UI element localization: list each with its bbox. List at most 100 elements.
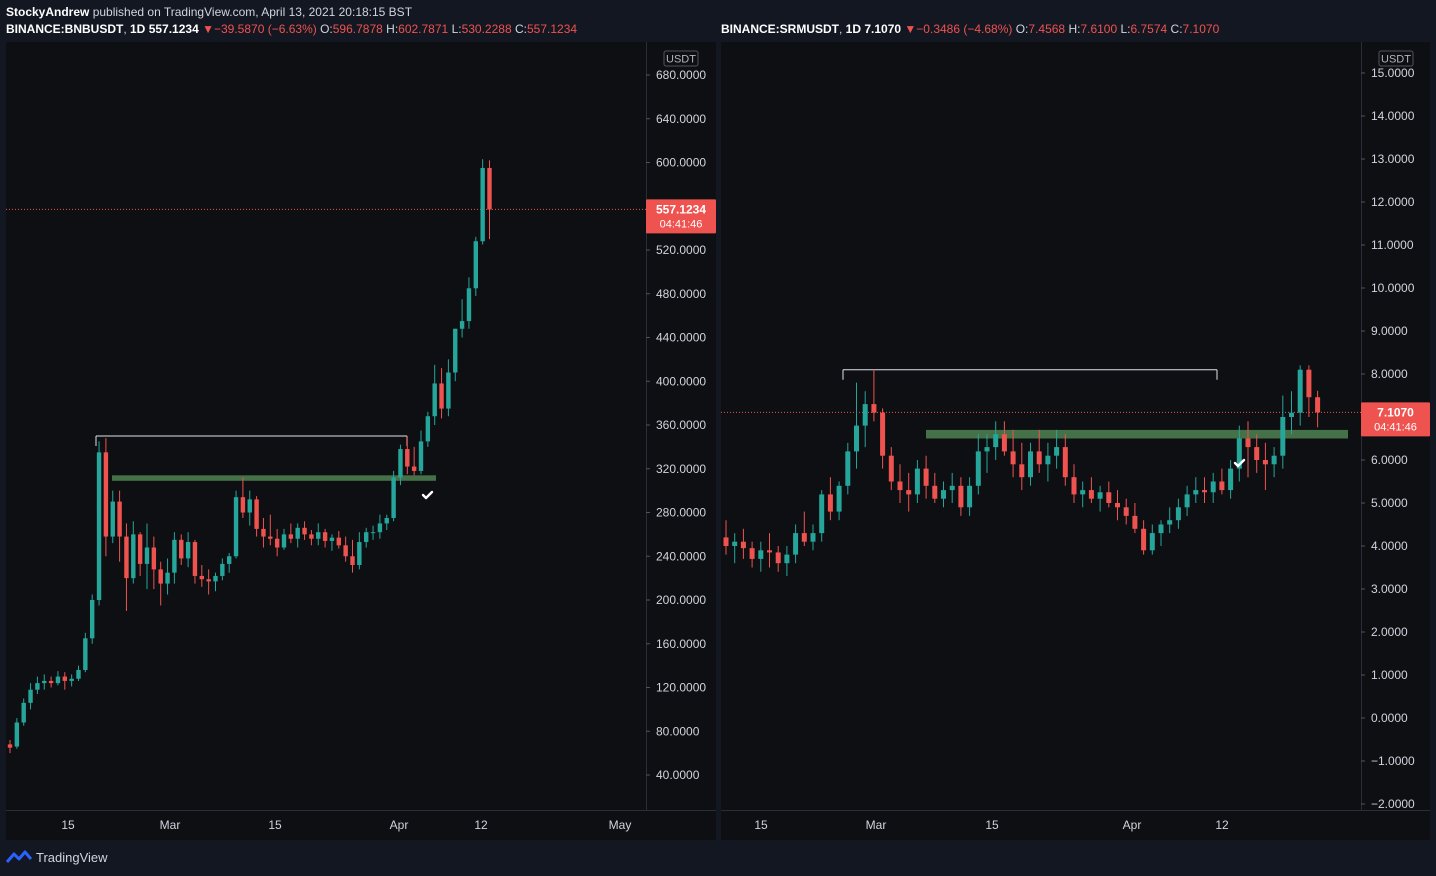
srm-candle-body bbox=[975, 451, 981, 486]
bnb-candle-body bbox=[370, 532, 376, 534]
srm-candle-body bbox=[1280, 417, 1286, 456]
srm-candle-body bbox=[1071, 477, 1077, 495]
srm-candle-body bbox=[871, 404, 877, 413]
bnb-x-tick-label: 15 bbox=[61, 818, 75, 832]
author-name[interactable]: StockyAndrew bbox=[6, 5, 90, 19]
left-symbol[interactable]: BINANCE:BNBUSDT bbox=[6, 22, 124, 36]
srm-x-tick-label: 15 bbox=[754, 818, 768, 832]
bnb-candle-body bbox=[302, 527, 307, 535]
srm-chart[interactable]: USDT −2.0000 −1.0000 0.0000 1.0000 2.0000 3.00… bbox=[721, 42, 1430, 840]
right-symbol[interactable]: BINANCE:SRMUSDT bbox=[721, 22, 839, 36]
bnb-candle-body bbox=[398, 449, 403, 478]
right-down-arrow-icon: ▼ bbox=[904, 22, 917, 36]
bnb-check-icon bbox=[421, 490, 434, 500]
left-low: 530.2288 bbox=[461, 22, 512, 36]
bnb-candle-body bbox=[35, 683, 40, 690]
srm-candle-body bbox=[1271, 455, 1277, 465]
left-high: 602.7871 bbox=[398, 22, 449, 36]
bnb-price-axis bbox=[646, 42, 716, 810]
srm-y-tick-label: 10.0000 bbox=[1371, 281, 1415, 295]
bnb-candle-body bbox=[466, 288, 472, 322]
bnb-x-tick-label: 15 bbox=[268, 818, 282, 832]
bnb-candle-body bbox=[268, 536, 273, 539]
right-high: 7.6100 bbox=[1080, 22, 1118, 36]
srm-candle-body bbox=[775, 552, 781, 564]
srm-candle-body bbox=[1088, 490, 1094, 499]
bnb-x-tick-label: Mar bbox=[160, 818, 181, 832]
srm-candle-body bbox=[914, 468, 920, 495]
bnb-candle-body bbox=[21, 702, 26, 723]
bnb-y-tick-label: 200.0000 bbox=[656, 593, 706, 607]
srm-y-tick-label: 2.0000 bbox=[1371, 625, 1408, 639]
srm-y-tick-label: 3.0000 bbox=[1371, 582, 1408, 596]
bnb-candle-body bbox=[473, 241, 478, 289]
srm-candle-body bbox=[740, 541, 746, 549]
bnb-candle-body bbox=[48, 680, 54, 684]
left-close: 557.1234 bbox=[526, 22, 578, 36]
left-open: 596.7878 bbox=[332, 22, 383, 36]
srm-currency-badge bbox=[1378, 50, 1414, 67]
bnb-y-tick-label: 400.0000 bbox=[656, 374, 706, 388]
bnb-candle-body bbox=[425, 416, 431, 442]
bnb-candle-body bbox=[295, 527, 300, 539]
bnb-time-axis bbox=[6, 810, 716, 840]
bnb-y-tick-label: 440.0000 bbox=[656, 331, 706, 345]
bnb-candle-body bbox=[343, 545, 348, 557]
bnb-y-tick-label: 480.0000 bbox=[656, 287, 706, 301]
right-interval[interactable]: 1D bbox=[845, 22, 862, 36]
right-change: −0.3486 (−4.68%) bbox=[916, 22, 1013, 36]
bnb-candle-body bbox=[227, 556, 232, 564]
left-interval[interactable]: 1D bbox=[130, 22, 146, 36]
srm-y-tick-label: 4.0000 bbox=[1371, 539, 1408, 553]
srm-currency-label: USDT bbox=[1381, 54, 1411, 66]
tradingview-logo-icon bbox=[6, 850, 32, 863]
srm-candle-body bbox=[993, 434, 999, 448]
srm-candle-body bbox=[810, 533, 816, 542]
bnb-y-tick-label: 600.0000 bbox=[656, 156, 706, 170]
bnb-candle-body bbox=[288, 534, 294, 539]
bnb-candle-body bbox=[357, 542, 362, 565]
srm-candle-body bbox=[1306, 369, 1312, 398]
srm-candle-body bbox=[1106, 492, 1112, 503]
bnb-candle-body bbox=[240, 497, 246, 513]
srm-price-tag-value: 7.1070 bbox=[1377, 405, 1414, 419]
srm-candle-body bbox=[888, 455, 894, 482]
bnb-plot-area bbox=[6, 42, 646, 810]
srm-y-tick-label: 15.0000 bbox=[1371, 66, 1415, 80]
bnb-candle-body bbox=[411, 466, 417, 471]
bnb-candle-body bbox=[14, 722, 20, 747]
srm-candle-body bbox=[749, 548, 755, 559]
bnb-candle-body bbox=[199, 575, 204, 580]
bnb-y-tick-label: 80.0000 bbox=[656, 724, 700, 738]
left-pane-title: BINANCE:BNBUSDT, 1D 557.1234 ▼−39.5870 (… bbox=[6, 22, 578, 36]
bnb-candle-body bbox=[7, 744, 13, 748]
srm-candle-body bbox=[1262, 460, 1268, 465]
footer-brand[interactable]: TradingView bbox=[6, 848, 108, 866]
srm-candle-body bbox=[793, 533, 799, 555]
bnb-candle-body bbox=[69, 678, 74, 681]
bnb-candle-body bbox=[322, 532, 328, 541]
srm-plot-area bbox=[721, 42, 1361, 810]
bnb-candle-body bbox=[405, 449, 410, 467]
srm-candle-body bbox=[1245, 438, 1251, 448]
bnb-y-tick-label: 360.0000 bbox=[656, 418, 706, 432]
srm-candle-body bbox=[880, 412, 886, 456]
bnb-candle-body bbox=[261, 528, 266, 537]
bnb-candle-body bbox=[459, 321, 465, 329]
bnb-candle-body bbox=[90, 600, 95, 639]
right-low: 6.7574 bbox=[1130, 22, 1168, 36]
srm-candle-body bbox=[1297, 369, 1303, 413]
bnb-y-tick-label: 680.0000 bbox=[656, 68, 706, 82]
bnb-y-tick-label: 40.0000 bbox=[656, 768, 700, 782]
bnb-chart[interactable]: USDT 40.0000 80.0000 120.0000 160.0000 200.00… bbox=[6, 42, 716, 840]
srm-candle-body bbox=[1097, 492, 1103, 499]
right-last: 7.1070 bbox=[864, 22, 902, 36]
bnb-x-tick-label: 12 bbox=[474, 818, 488, 832]
bnb-candle-body bbox=[384, 517, 389, 524]
srm-candle-body bbox=[984, 447, 990, 452]
bnb-price-tag-value: 557.1234 bbox=[656, 202, 706, 216]
bnb-y-tick-label: 120.0000 bbox=[656, 681, 706, 695]
srm-price-tag-countdown: 04:41:46 bbox=[1374, 421, 1417, 433]
srm-candle-body bbox=[1193, 490, 1199, 495]
srm-candle-body bbox=[949, 485, 955, 491]
